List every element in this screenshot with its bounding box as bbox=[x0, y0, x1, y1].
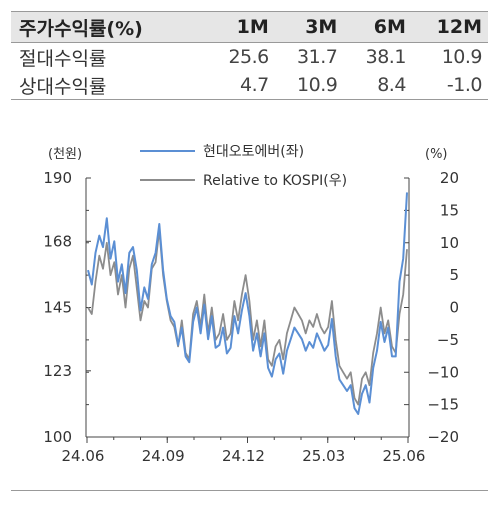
x-tick-label: 24.09 bbox=[142, 447, 185, 465]
x-tick-label: 24.06 bbox=[62, 447, 105, 465]
right-axis-unit: (%) bbox=[425, 147, 448, 162]
x-tick-label: 25.06 bbox=[383, 447, 426, 465]
left-tick-label: 123 bbox=[43, 362, 72, 380]
left-axis-unit: (천원) bbox=[48, 147, 82, 162]
cell-value: 38.1 bbox=[365, 46, 407, 68]
header-3m: 3M bbox=[274, 11, 344, 43]
right-tick-label: 15 bbox=[440, 201, 459, 219]
series-line-relative bbox=[87, 228, 408, 406]
left-tick-label: 190 bbox=[43, 169, 72, 187]
header-returns: 주가수익률(%) bbox=[11, 11, 207, 43]
chart-legend: 현대오토에버(좌) Relative to KOSPI(우) bbox=[140, 144, 347, 189]
stock-chart: (천원) (%) 현대오토에버(좌) Relative to KOSPI(우) … bbox=[43, 144, 459, 465]
returns-table: 주가수익률(%) 1M 3M 6M 12M 절대수익률 25.6 31.7 38… bbox=[11, 11, 488, 100]
legend-label-stock: 현대오토에버(좌) bbox=[203, 144, 304, 160]
right-tick-label: 5 bbox=[449, 266, 459, 284]
right-tick-label: 10 bbox=[440, 234, 459, 252]
x-tick-label: 25.03 bbox=[302, 447, 345, 465]
x-tick-label: 24.12 bbox=[222, 447, 265, 465]
right-tick-label: −5 bbox=[437, 331, 459, 349]
cell-value: 4.7 bbox=[206, 71, 275, 100]
right-tick-label: −20 bbox=[427, 428, 459, 446]
bottom-divider bbox=[11, 490, 488, 491]
table-header-row: 주가수익률(%) 1M 3M 6M 12M bbox=[11, 11, 488, 43]
legend-label-relative: Relative to KOSPI(우) bbox=[203, 173, 347, 189]
left-tick-label: 168 bbox=[43, 232, 72, 250]
right-tick-label: 0 bbox=[449, 299, 459, 317]
header-6m: 6M bbox=[343, 11, 412, 43]
cell-value: 8.4 bbox=[343, 71, 412, 100]
series-line-stock bbox=[87, 192, 408, 415]
row-label: 상대수익률 bbox=[11, 71, 207, 100]
cell-value: 10.9 bbox=[441, 46, 483, 68]
left-tick-label: 100 bbox=[43, 428, 72, 446]
row-label: 절대수익률 bbox=[19, 47, 107, 70]
right-tick-label: −10 bbox=[427, 363, 459, 381]
cell-value: -1.0 bbox=[411, 71, 488, 100]
cell-value: 10.9 bbox=[274, 71, 344, 100]
left-tick-label: 145 bbox=[43, 299, 72, 317]
right-tick-label: 20 bbox=[440, 169, 459, 187]
header-1m: 1M bbox=[206, 11, 275, 43]
chart-axes: 190 168 145 123 100 20 15 10 5 0 −5 −10 −15 −20 24.06 2… bbox=[43, 169, 459, 465]
chart-series bbox=[87, 192, 408, 415]
table-row-relative: 상대수익률 4.7 10.9 8.4 -1.0 bbox=[11, 71, 488, 100]
header-12m: 12M bbox=[411, 11, 488, 43]
cell-value: 25.6 bbox=[228, 46, 269, 68]
table-row-absolute: 절대수익률 25.6 31.7 38.1 10.9 bbox=[11, 43, 488, 72]
cell-value: 31.7 bbox=[297, 46, 338, 68]
right-tick-label: −15 bbox=[427, 396, 459, 414]
